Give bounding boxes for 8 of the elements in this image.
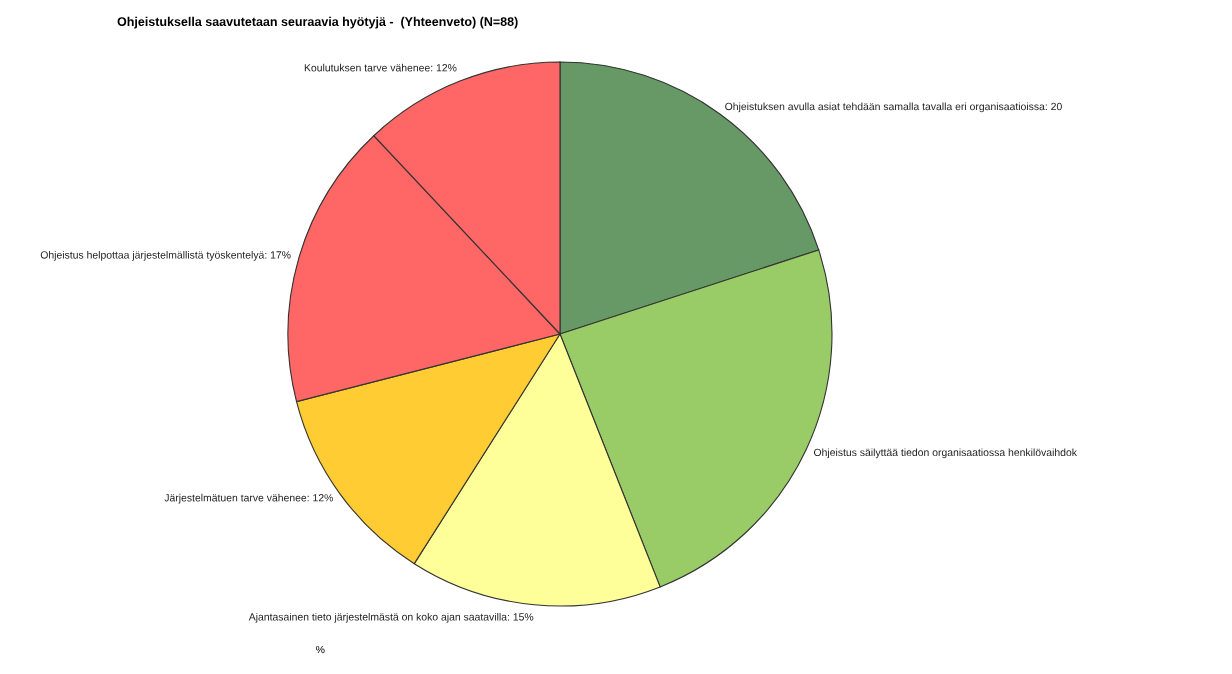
slice-label: Ohjeistus säilyttää tiedon organisaatiossa henkilövaihdok (813, 448, 1077, 459)
slice-label: Järjestelmätuen tarve vähenee: 12% (164, 493, 333, 504)
slice-label: Ohjeistuksen avulla asiat tehdään samalla tavalla eri organisaatioissa: 20 (725, 102, 1062, 113)
slice-label: Ohjeistus helpottaa järjestelmällistä työskentelyä: 17% (40, 250, 291, 261)
slice-label: Ajantasainen tieto järjestelmästä on koko ajan saatavilla: 15% (248, 612, 534, 623)
text: % (316, 645, 325, 654)
chart-title: Ohjeistuksella saavutetaan seuraavia hyötyjä - (Yhteenveto) (N=88) (117, 16, 518, 29)
slice-label: Koulutuksen tarve vähenee: 12% (304, 63, 457, 72)
